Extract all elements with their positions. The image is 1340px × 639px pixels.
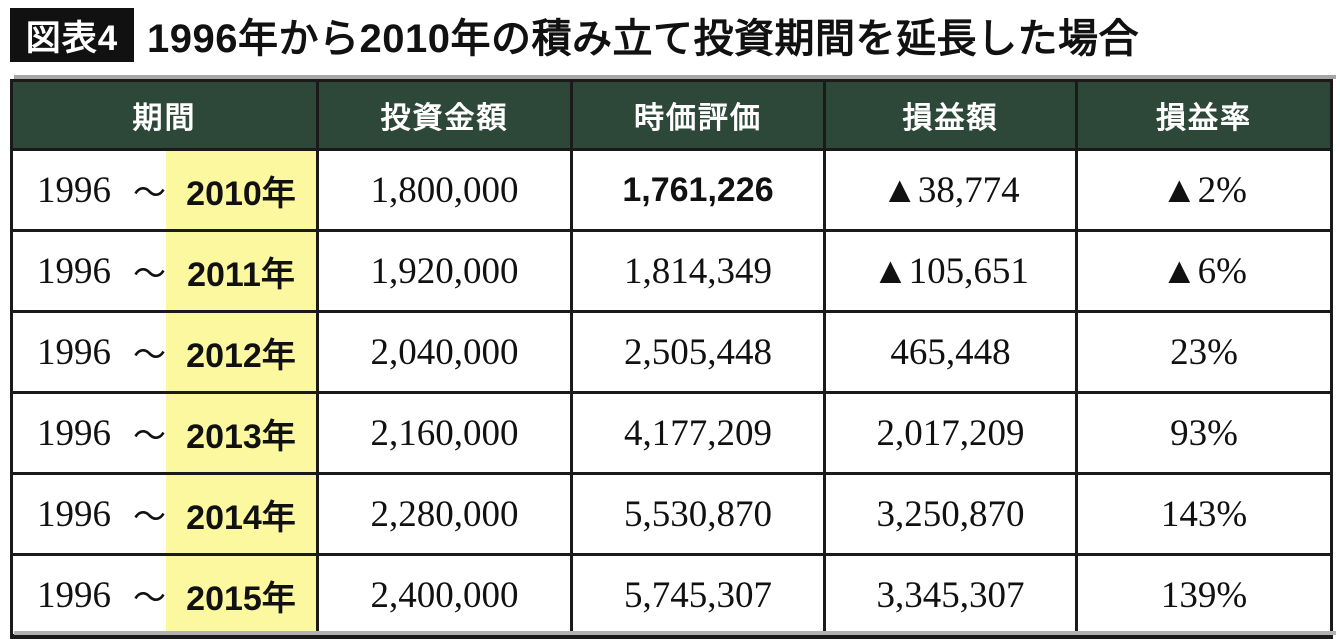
investment-cell: 2,040,000 — [316, 310, 573, 394]
column-header-period: 期間 — [10, 79, 319, 151]
period-tilde: ～ — [133, 338, 166, 374]
table-row: 1996 ～ 2011年 1,920,000 1,814,349 ▲105,65… — [10, 229, 1333, 313]
pl-amount-cell: ▲105,651 — [823, 229, 1078, 313]
period-start: 1996 — [37, 574, 111, 616]
table-row: 1996 ～ 2010年 1,800,000 1,761,226 ▲38,774… — [10, 148, 1333, 232]
investment-cell: 1,800,000 — [316, 148, 573, 232]
pl-amount-cell: ▲38,774 — [823, 148, 1078, 232]
market-value-cell: 2,505,448 — [570, 310, 826, 394]
market-value-cell: 1,814,349 — [570, 229, 826, 313]
period-tilde: ～ — [133, 419, 166, 455]
period-end-highlight: 2011年 — [166, 232, 316, 310]
investment-cell: 2,280,000 — [316, 472, 573, 556]
table-bottom-divider — [14, 631, 1336, 635]
period-cell: 1996 ～ 2012年 — [10, 310, 319, 394]
header-row: 期間 投資金額 時価評価 損益額 損益率 — [10, 79, 1333, 151]
table-top-divider — [14, 75, 1336, 79]
figure-number-badge: 図表4 — [10, 8, 134, 62]
period-cell: 1996 ～ 2015年 — [10, 553, 319, 638]
market-value-cell: 1,761,226 — [570, 148, 826, 232]
period-start: 1996 — [37, 493, 111, 535]
period-end-highlight: 2010年 — [166, 151, 316, 229]
pl-amount-cell: 3,345,307 — [823, 553, 1078, 638]
pl-rate-cell: 93% — [1075, 391, 1333, 475]
period-start: 1996 — [37, 331, 111, 373]
pl-amount-cell: 3,250,870 — [823, 472, 1078, 556]
period-cell: 1996 ～ 2010年 — [10, 148, 319, 232]
period-start: 1996 — [37, 412, 111, 454]
pl-rate-cell: 23% — [1075, 310, 1333, 394]
investment-cell: 2,400,000 — [316, 553, 573, 638]
column-header-pl-amount: 損益額 — [823, 79, 1078, 151]
period-end-highlight: 2015年 — [166, 556, 316, 634]
pl-rate-cell: 139% — [1075, 553, 1333, 638]
table-row: 1996 ～ 2014年 2,280,000 5,530,870 3,250,8… — [10, 472, 1333, 556]
period-tilde: ～ — [133, 500, 166, 536]
period-end-highlight: 2013年 — [166, 394, 316, 472]
investment-results-table: 期間 投資金額 時価評価 損益額 損益率 1996 ～ 2010年 1,800,… — [10, 79, 1333, 639]
figure-title-row: 図表4 1996年から2010年の積み立て投資期間を延長した場合 — [10, 7, 1139, 63]
column-header-investment: 投資金額 — [316, 79, 573, 151]
column-header-market-value: 時価評価 — [570, 79, 826, 151]
period-start: 1996 — [37, 250, 111, 292]
investment-cell: 2,160,000 — [316, 391, 573, 475]
period-tilde: ～ — [133, 581, 166, 617]
page-title: 1996年から2010年の積み立て投資期間を延長した場合 — [147, 17, 1139, 61]
market-value-cell: 5,745,307 — [570, 553, 826, 638]
pl-amount-cell: 465,448 — [823, 310, 1078, 394]
market-value-cell: 4,177,209 — [570, 391, 826, 475]
table-row: 1996 ～ 2013年 2,160,000 4,177,209 2,017,2… — [10, 391, 1333, 475]
investment-cell: 1,920,000 — [316, 229, 573, 313]
pl-rate-cell: ▲2% — [1075, 148, 1333, 232]
period-tilde: ～ — [133, 176, 166, 212]
pl-amount-cell: 2,017,209 — [823, 391, 1078, 475]
period-end-highlight: 2014年 — [166, 475, 316, 553]
period-start: 1996 — [37, 169, 111, 211]
column-header-pl-rate: 損益率 — [1075, 79, 1333, 151]
market-value-cell: 5,530,870 — [570, 472, 826, 556]
table-row: 1996 ～ 2015年 2,400,000 5,745,307 3,345,3… — [10, 553, 1333, 638]
period-cell: 1996 ～ 2013年 — [10, 391, 319, 475]
pl-rate-cell: 143% — [1075, 472, 1333, 556]
period-cell: 1996 ～ 2011年 — [10, 229, 319, 313]
period-tilde: ～ — [133, 257, 166, 293]
period-end-highlight: 2012年 — [166, 313, 316, 391]
table-row: 1996 ～ 2012年 2,040,000 2,505,448 465,448… — [10, 310, 1333, 394]
period-cell: 1996 ～ 2014年 — [10, 472, 319, 556]
pl-rate-cell: ▲6% — [1075, 229, 1333, 313]
